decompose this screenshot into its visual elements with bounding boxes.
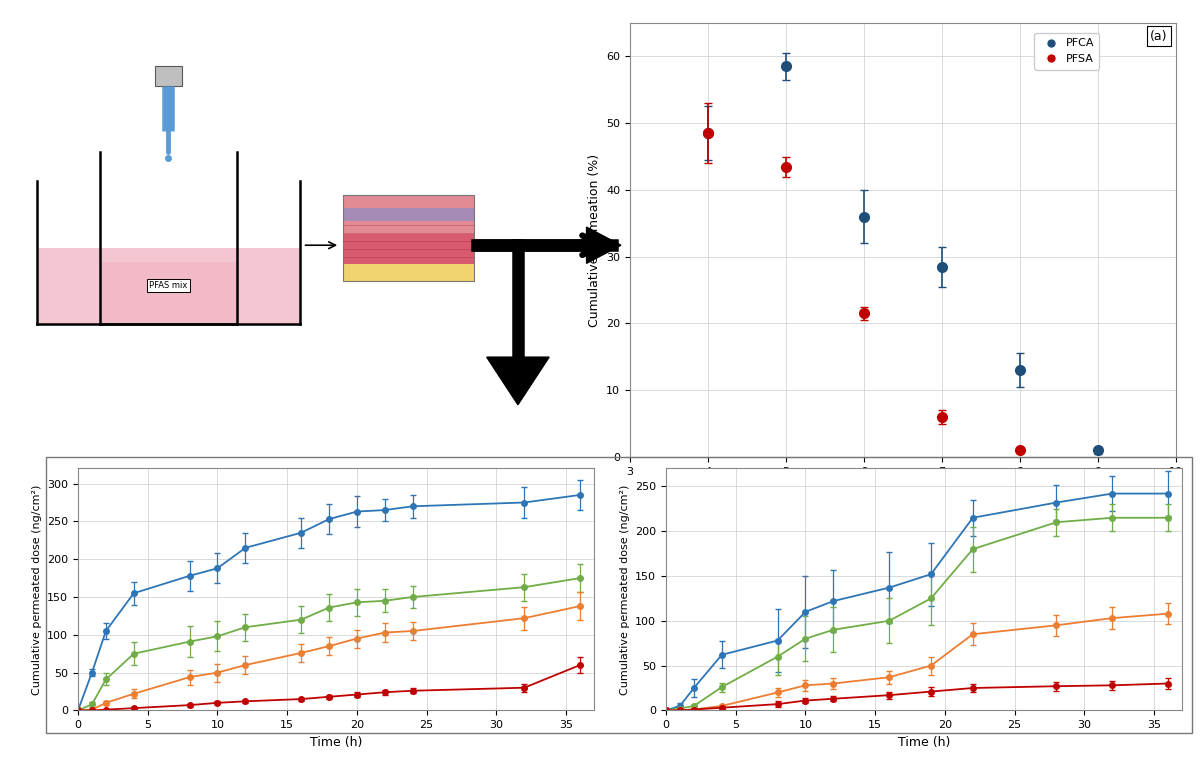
X-axis label: Time (h): Time (h) <box>310 736 362 749</box>
Text: (a): (a) <box>1151 29 1168 42</box>
Bar <box>37 247 300 324</box>
Bar <box>343 195 474 233</box>
Bar <box>343 208 474 221</box>
Legend: PFCA, PFSA: PFCA, PFSA <box>1034 33 1099 70</box>
X-axis label: Time (h): Time (h) <box>898 736 950 749</box>
Bar <box>100 262 238 324</box>
Bar <box>343 264 474 281</box>
Polygon shape <box>587 227 620 263</box>
Bar <box>155 66 182 86</box>
Polygon shape <box>487 357 550 405</box>
Text: PFAS mix: PFAS mix <box>149 281 187 290</box>
Y-axis label: Cumulative permeated dose (ng/cm²): Cumulative permeated dose (ng/cm²) <box>619 485 630 694</box>
Y-axis label: Cumulative permeation (%): Cumulative permeation (%) <box>588 154 600 326</box>
Bar <box>343 195 474 264</box>
Y-axis label: Cumulative permeated dose (ng/cm²): Cumulative permeated dose (ng/cm²) <box>31 485 42 694</box>
X-axis label: Carbon chain length: Carbon chain length <box>840 482 966 495</box>
Bar <box>343 195 474 281</box>
